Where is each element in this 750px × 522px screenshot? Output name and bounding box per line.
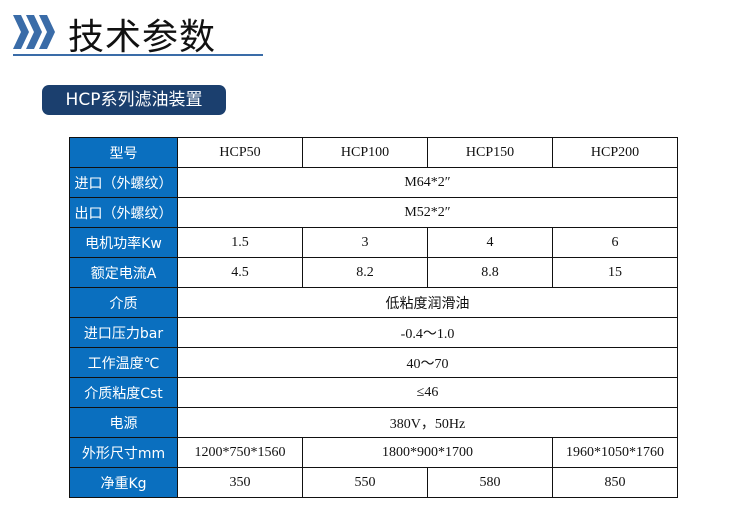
table-row: 工作温度℃ 40～70 xyxy=(69,347,678,378)
table-row: 进口（外螺纹） M64*2″ xyxy=(69,167,678,198)
table-cell: 850 xyxy=(552,467,678,498)
table-row: 出口（外螺纹） M52*2″ xyxy=(69,197,678,228)
table-cell: HCP100 xyxy=(302,137,428,168)
page-title: 技术参数 xyxy=(68,17,217,58)
table-cell: 1.5 xyxy=(177,227,303,258)
table-cell: HCP150 xyxy=(427,137,553,168)
table-row: 净重Kg 350 550 580 850 xyxy=(69,467,678,498)
table-cell: 350 xyxy=(177,467,303,498)
table-cell: 4.5 xyxy=(177,257,303,288)
row-label: 出口（外螺纹） xyxy=(69,197,178,228)
table-cell: 1800*900*1700 xyxy=(302,437,553,468)
table-row: 额定电流A 4.5 8.2 8.8 15 xyxy=(69,257,678,288)
table-row: 进口压力bar -0.4～1.0 xyxy=(69,317,678,348)
table-cell: 380V，50Hz xyxy=(177,407,678,438)
table-cell: 1200*750*1560 xyxy=(177,437,303,468)
row-label: 介质 xyxy=(69,287,178,318)
table-cell: HCP50 xyxy=(177,137,303,168)
table-row: 介质 低粘度润滑油 xyxy=(69,287,678,318)
title-underline xyxy=(13,54,263,56)
table-cell: 4 xyxy=(427,227,553,258)
row-label: 型号 xyxy=(69,137,178,168)
table-cell: 3 xyxy=(302,227,428,258)
spec-table: 型号 HCP50 HCP100 HCP150 HCP200 进口（外螺纹） M64*2″ 出口… xyxy=(69,137,678,498)
table-cell: 15 xyxy=(552,257,678,288)
table-cell: 1960*1050*1760 xyxy=(552,437,678,468)
table-row: 电机功率Kw 1.5 3 4 6 xyxy=(69,227,678,258)
row-label: 外形尺寸mm xyxy=(69,437,178,468)
row-label: 电机功率Kw xyxy=(69,227,178,258)
triple-chevron-right-icon xyxy=(13,15,55,49)
section-badge: HCP系列滤油装置 xyxy=(42,85,226,115)
table-cell: 8.2 xyxy=(302,257,428,288)
table-cell: M64*2″ xyxy=(177,167,678,198)
row-label: 净重Kg xyxy=(69,467,178,498)
table-row: 外形尺寸mm 1200*750*1560 1800*900*1700 1960*105… xyxy=(69,437,678,468)
row-label: 工作温度℃ xyxy=(69,347,178,378)
table-row: 电源 380V，50Hz xyxy=(69,407,678,438)
table-row: 介质粘度Cst ≤46 xyxy=(69,377,678,408)
table-cell: -0.4～1.0 xyxy=(177,317,678,348)
table-cell: 6 xyxy=(552,227,678,258)
table-cell: ≤46 xyxy=(177,377,678,408)
table-cell: 550 xyxy=(302,467,428,498)
row-label: 额定电流A xyxy=(69,257,178,288)
table-cell: 低粘度润滑油 xyxy=(177,287,678,318)
table-cell: 580 xyxy=(427,467,553,498)
row-label: 进口（外螺纹） xyxy=(69,167,178,198)
row-label: 电源 xyxy=(69,407,178,438)
table-cell: M52*2″ xyxy=(177,197,678,228)
row-label: 进口压力bar xyxy=(69,317,178,348)
row-label: 介质粘度Cst xyxy=(69,377,178,408)
table-cell: HCP200 xyxy=(552,137,678,168)
table-row: 型号 HCP50 HCP100 HCP150 HCP200 xyxy=(69,137,678,168)
table-cell: 8.8 xyxy=(427,257,553,288)
table-cell: 40～70 xyxy=(177,347,678,378)
